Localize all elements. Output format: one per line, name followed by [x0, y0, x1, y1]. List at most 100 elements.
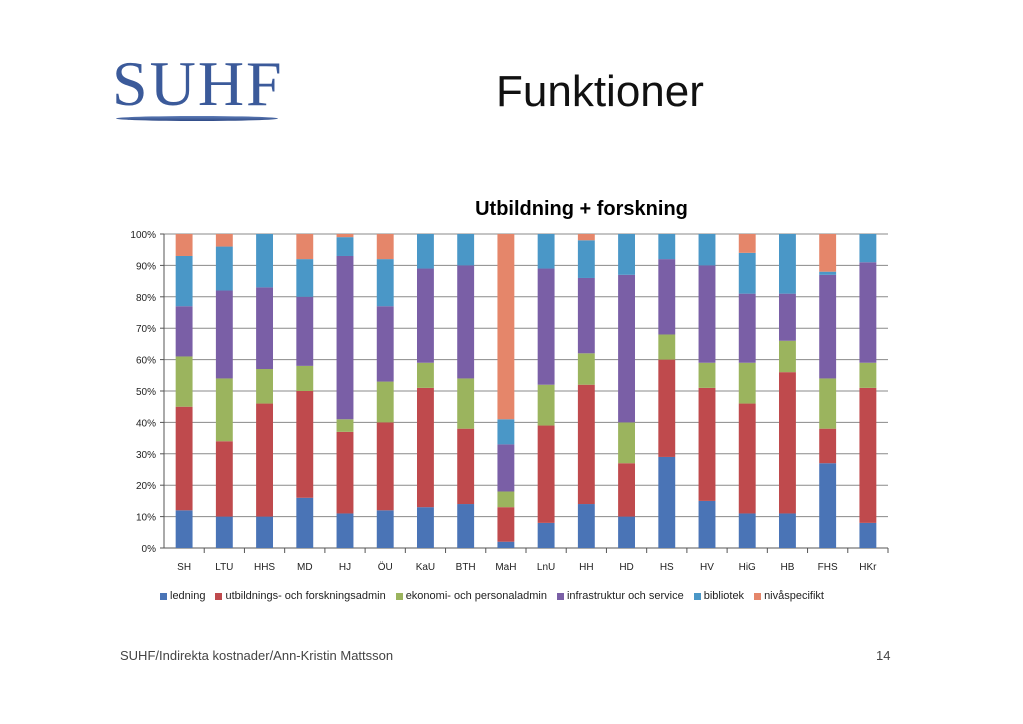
bar-segment: [778, 234, 796, 294]
bar-segment: [416, 362, 434, 388]
bar-segment: [215, 378, 233, 442]
bar-segment: [376, 510, 394, 548]
bar-segment: [296, 365, 314, 391]
x-tick-label: LnU: [537, 562, 555, 573]
bar-segment: [215, 290, 233, 379]
legend-item: ledning: [160, 590, 205, 602]
bar-segment: [577, 353, 595, 385]
x-tick-label: SH: [177, 562, 191, 573]
bar-segment: [738, 293, 756, 363]
x-tick-label: HB: [780, 562, 794, 573]
bar-segment: [819, 378, 837, 429]
bar-segment: [336, 431, 354, 514]
bar-segment: [658, 259, 676, 335]
y-tick-label: 50%: [136, 387, 156, 398]
bar-segment: [819, 234, 837, 272]
bar-segment: [175, 234, 193, 256]
x-tick-label: MD: [297, 562, 313, 573]
x-tick-label: HHS: [254, 562, 275, 573]
bar-segment: [859, 362, 877, 388]
bar-segment: [698, 387, 716, 501]
legend-swatch: [395, 592, 403, 600]
bar-segment: [738, 362, 756, 404]
y-tick-label: 90%: [136, 261, 156, 272]
bar-segment: [698, 362, 716, 388]
x-tick-label: HV: [700, 562, 714, 573]
legend-swatch: [556, 592, 564, 600]
legend-label: ekonomi- och personaladmin: [405, 590, 547, 602]
x-tick-label: LTU: [215, 562, 233, 573]
bar-segment: [296, 497, 314, 548]
bar-segment: [859, 387, 877, 523]
bar-segment: [457, 378, 475, 429]
y-tick-label: 0%: [142, 544, 157, 555]
bar-segment: [778, 340, 796, 373]
bar-segment: [457, 234, 475, 266]
legend-swatch: [693, 592, 701, 600]
legend-item: bibliotek: [693, 590, 744, 602]
bar-segment: [738, 252, 756, 294]
bar-segment: [577, 277, 595, 354]
bar-segment: [618, 234, 636, 275]
x-tick-label: MaH: [495, 562, 516, 573]
y-tick-label: 80%: [136, 293, 156, 304]
y-tick-label: 40%: [136, 418, 156, 429]
bar-segment: [497, 507, 515, 542]
y-tick-label: 70%: [136, 324, 156, 335]
bar-segment: [698, 234, 716, 266]
legend-label: utbildnings- och forskningsadmin: [225, 590, 386, 602]
legend-swatch: [754, 592, 762, 600]
bar-segment: [537, 268, 555, 385]
bar-segment: [819, 271, 837, 275]
legend-swatch: [215, 592, 223, 600]
bar-segment: [698, 265, 716, 363]
bar-segment: [256, 369, 274, 404]
legend-item: infrastruktur och service: [556, 590, 684, 602]
bar-segment: [296, 259, 314, 297]
bar-segment: [336, 234, 354, 238]
y-tick-label: 100%: [130, 230, 156, 241]
bar-segment: [859, 522, 877, 548]
legend-item: ekonomi- och personaladmin: [395, 590, 547, 602]
x-tick-label: HD: [619, 562, 633, 573]
bar-segment: [577, 240, 595, 278]
bar-segment: [416, 507, 434, 548]
bar-segment: [215, 516, 233, 548]
x-tick-label: HiG: [739, 562, 756, 573]
x-tick-label: BTH: [456, 562, 476, 573]
bar-segment: [376, 234, 394, 260]
bar-segment: [416, 234, 434, 269]
bar-segment: [618, 274, 636, 423]
bar-segment: [296, 391, 314, 498]
bar-segment: [175, 306, 193, 357]
bar-segment: [537, 384, 555, 426]
bar-segment: [215, 234, 233, 247]
bar-segment: [376, 259, 394, 307]
legend-label: nivåspecifikt: [764, 590, 824, 602]
bar-segment: [497, 491, 515, 508]
slide-title: Funktioner: [496, 67, 704, 116]
legend-label: infrastruktur och service: [566, 590, 684, 602]
bar-segment: [577, 234, 595, 241]
bar-segment: [457, 428, 475, 505]
bar-segment: [497, 234, 515, 420]
bar-segment: [175, 255, 193, 307]
y-tick-label: 10%: [136, 513, 156, 524]
bar-segment: [256, 516, 274, 548]
bar-segment: [215, 246, 233, 291]
legend-label: ledning: [170, 590, 206, 602]
bar-segment: [618, 463, 636, 517]
bar-segment: [658, 234, 676, 260]
bar-segment: [859, 234, 877, 263]
y-tick-label: 30%: [136, 450, 156, 461]
x-tick-label: HH: [579, 562, 593, 573]
x-tick-label: HJ: [339, 562, 351, 573]
bar-segment: [296, 234, 314, 260]
bar-segment: [336, 419, 354, 432]
bar-segment: [256, 403, 274, 517]
bar-segment: [658, 359, 676, 457]
bar-segment: [296, 296, 314, 366]
bar-segment: [416, 268, 434, 363]
page-number: 14: [876, 648, 891, 663]
